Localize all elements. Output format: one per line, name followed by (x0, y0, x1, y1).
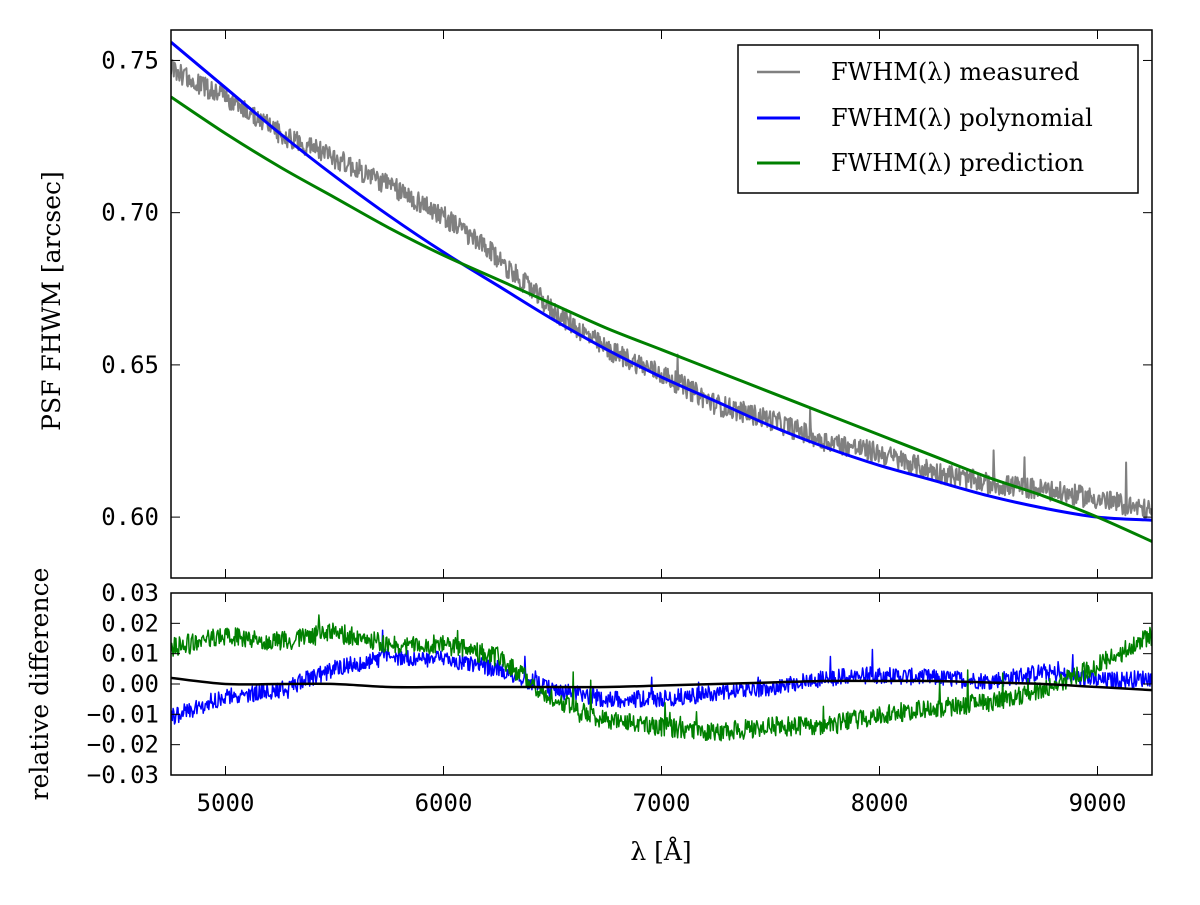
y-tick-label: 0.00 (101, 670, 159, 698)
legend-label-prediction: FWHM(λ) prediction (831, 149, 1084, 177)
bottom-xlabel: λ [Å] (630, 836, 691, 866)
series-line-diff-1 (171, 614, 1152, 742)
legend-label-polynomial: FWHM(λ) polynomial (831, 104, 1093, 132)
series-line-diff-0 (171, 629, 1152, 725)
y-tick-label: 0.75 (101, 46, 159, 74)
y-tick-label: 0.65 (101, 351, 159, 379)
top-plot-area (171, 41, 1152, 543)
y-tick-label: 0.60 (101, 503, 159, 531)
series-line-diff-2 (171, 676, 1152, 692)
bottom-ylabel: relative difference (25, 568, 54, 801)
y-tick-label: −0.02 (87, 731, 159, 759)
series-line-fwhm-measured (171, 59, 1152, 521)
y-tick-label: 0.70 (101, 199, 159, 227)
y-tick-label: 0.02 (101, 609, 159, 637)
series-line-fwhm-polynomial (171, 41, 1152, 522)
bottom-plot-area (171, 614, 1152, 742)
top-ylabel: PSF FHWM [arcsec] (37, 171, 66, 431)
legend: FWHM(λ) measured FWHM(λ) polynomial FWHM… (737, 44, 1139, 194)
y-tick-label: −0.03 (87, 761, 159, 789)
y-tick-label: 0.03 (101, 579, 159, 607)
x-tick-label: 7000 (633, 789, 691, 817)
bottom-panel: 5000 6000 7000 8000 9000−0.03−0.02−0.010.000… (87, 579, 1153, 817)
y-tick-label: 0.01 (101, 640, 159, 668)
legend-label-measured: FWHM(λ) measured (831, 58, 1079, 86)
x-tick-label: 8000 (851, 789, 909, 817)
x-tick-label: 9000 (1069, 789, 1127, 817)
x-tick-label: 5000 (197, 789, 255, 817)
top-panel: 0.60 0.65 0.70 0.75 (101, 29, 1153, 579)
x-tick-label: 6000 (415, 789, 473, 817)
series-line-fwhm-prediction (171, 95, 1152, 543)
legend-box (737, 44, 1139, 194)
y-tick-label: −0.01 (87, 700, 159, 728)
